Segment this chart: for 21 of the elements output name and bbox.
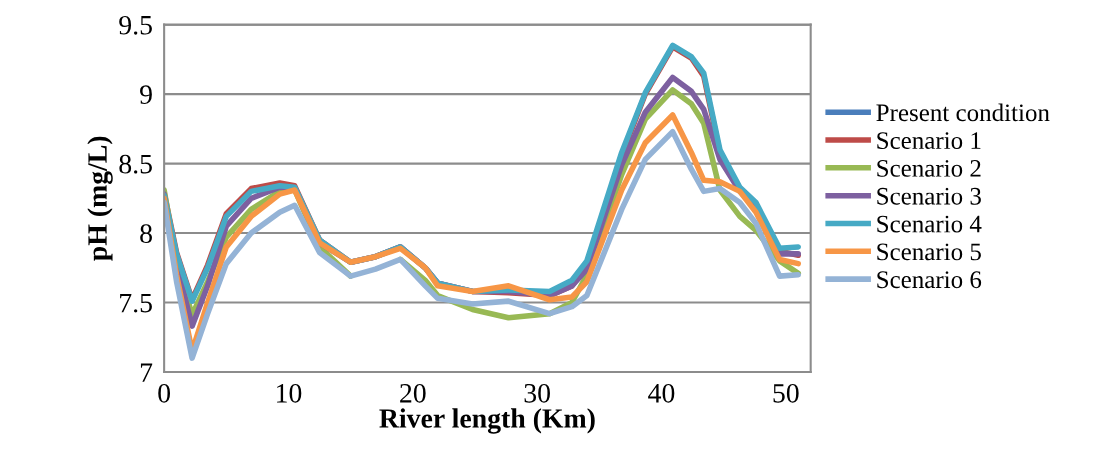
legend-label: Scenario 3 [877, 187, 981, 205]
legend-label: Scenario 5 [877, 243, 981, 261]
y-tick-label: 7.5 [120, 293, 152, 313]
legend-label: Scenario 6 [877, 271, 982, 289]
legend-label: Scenario 1 [877, 132, 981, 150]
y-tick-label: 8 [140, 224, 152, 243]
legend-label: Scenario 2 [877, 160, 981, 177]
x-tick-label: 50 [773, 383, 799, 403]
y-tick-label: 8.5 [119, 154, 152, 174]
x-tick-label: 30 [524, 383, 550, 403]
legend-label: Scenario 4 [877, 215, 982, 233]
y-tick-label: 9 [140, 85, 152, 105]
x-tick-label: 40 [648, 383, 675, 403]
x-tick-label: 0 [158, 383, 171, 403]
y-axis-title: pH (mg/L) [87, 136, 113, 261]
x-tick-label: 20 [400, 383, 426, 403]
x-axis-title: River length (Km) [379, 408, 595, 434]
y-tick-label: 7 [140, 363, 153, 382]
legend-label: Present condition [876, 103, 1050, 122]
y-tick-label: 9.5 [119, 15, 152, 35]
x-tick-label: 10 [277, 383, 302, 403]
